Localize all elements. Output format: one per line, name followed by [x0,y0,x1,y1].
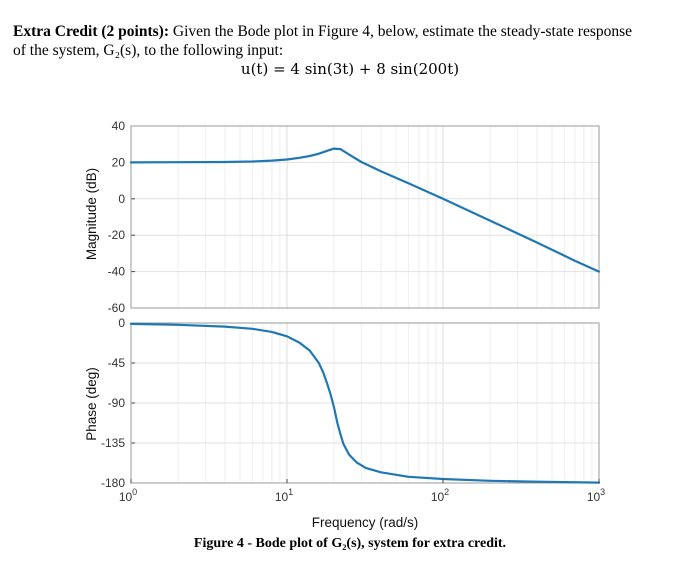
magnitude-axis-label: Magnitude (dB) [84,168,99,260]
figure-caption: Figure 4 - Bode plot of G₂(s), system fo… [193,536,507,551]
magnitude-series-line [129,147,601,273]
magnitude-panel: -60 -40 -20 0 20 40 [108,119,601,315]
question-line1: Given the Bode plot in Figure 4, below, … [169,23,633,40]
magnitude-axes-box [130,125,600,309]
phase-ytick-label: -135 [101,436,125,450]
phase-ytick-label: -90 [108,396,126,410]
question-text: Extra Credit (2 points): Given the Bode … [13,22,693,60]
phase-ytick-label: -180 [101,476,125,490]
phase-axis-label: Phase (deg) [84,367,99,441]
magnitude-plot-area [131,126,599,308]
phase-ytick-label: -45 [108,356,126,370]
phase-panel: -180 -135 -90 -45 0 100 101 102 103 [101,316,605,504]
magnitude-ytick-label: -20 [108,228,126,242]
frequency-axis-label: Frequency (rad/s) [312,515,419,530]
frequency-xtick-label: 101 [275,487,293,504]
frequency-xtick-label: 103 [587,487,605,504]
magnitude-ytick-label: 0 [118,192,125,206]
question-line2: of the system, G₂(s), to the following i… [13,42,284,59]
magnitude-ytick-label: 20 [112,155,126,169]
magnitude-ytick-label: -60 [108,301,126,315]
frequency-xtick-label: 100 [119,487,137,504]
frequency-xtick-label: 102 [431,487,449,504]
input-equation: u(t) = 4 sin(3t) + 8 sin(200t) [240,60,460,78]
phase-series-line [129,322,601,484]
phase-ytick-label: 0 [118,316,125,330]
question-bold-prefix: Extra Credit (2 points): [13,23,169,40]
phase-axes-box [130,322,600,484]
magnitude-ytick-label: -40 [108,265,126,279]
magnitude-ytick-label: 40 [112,119,126,133]
